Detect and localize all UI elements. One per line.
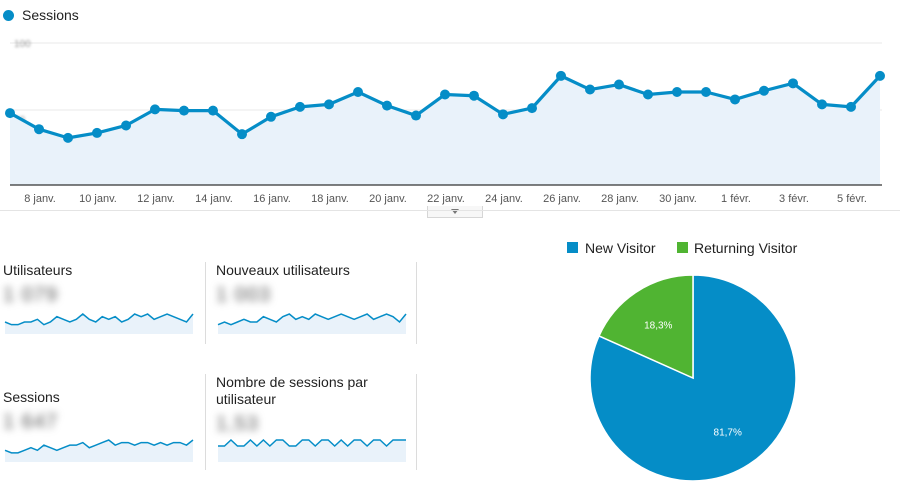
sparkline-new-users [217,313,407,334]
data-point[interactable] [643,89,653,100]
data-point[interactable] [730,94,740,105]
data-point[interactable] [672,87,682,97]
data-point[interactable] [556,70,566,81]
sparkline-line [4,439,194,454]
x-tick-label: 10 janv. [79,193,117,205]
sessions-line-chart: 100 50 8 janv. 10 janv. 12 janv. 14 janv… [5,39,885,205]
x-tick-label: 22 janv. [427,193,465,205]
x-tick-label: 28 janv. [601,193,639,205]
data-point[interactable] [150,104,160,115]
x-tick-label: 3 févr. [779,193,809,205]
data-point[interactable] [411,110,421,121]
metric-value-sessions-per-user: 1,53 [216,413,259,435]
new-visitor-swatch [567,242,578,253]
x-tick-label: 20 janv. [369,193,407,205]
pie-legend-returning-visitor[interactable]: Returning Visitor [694,240,798,256]
metric-divider [416,262,417,344]
data-point[interactable] [440,89,450,100]
data-point[interactable] [469,90,479,101]
sparkline-area [218,314,406,334]
data-point[interactable] [295,101,305,112]
x-tick-label: 1 févr. [721,193,751,205]
x-tick-label: 30 janv. [659,193,697,205]
chart-collapse-toggle[interactable] [427,206,483,218]
data-point[interactable] [121,120,131,131]
chevron-down-icon [451,209,459,214]
data-point[interactable] [527,103,537,114]
x-tick-label: 26 janv. [543,193,581,205]
x-tick-label: 24 janv. [485,193,523,205]
data-point[interactable] [34,124,44,135]
sparkline-line [218,438,406,448]
pie-label-returning-visitor: 18,3% [644,320,672,331]
sessions-points [5,70,885,143]
data-point[interactable] [353,87,363,97]
sparkline-users [4,313,194,334]
x-tick-label: 8 janv. [24,193,56,205]
metric-divider [416,374,417,470]
data-point[interactable] [701,87,711,97]
metric-title-sessions[interactable]: Sessions [3,389,60,405]
data-point[interactable] [788,78,798,89]
visitor-type-pie-chart: 81,7% 18,3% [589,274,797,482]
sparkline-line [4,313,194,326]
data-point[interactable] [614,79,624,90]
sessions-legend-label[interactable]: Sessions [22,7,79,23]
metric-title-sessions-per-user[interactable]: Nombre de sessions par utilisateur [216,374,368,407]
sparkline-sessions [4,439,194,462]
data-point[interactable] [498,109,508,120]
sparkline-area [5,440,193,462]
sparkline-area [5,314,193,334]
data-point[interactable] [5,108,15,119]
x-tick-label: 5 févr. [837,193,867,205]
data-point[interactable] [63,132,73,143]
sparkline-sessions-per-user [218,438,406,462]
data-point[interactable] [92,127,102,138]
metric-divider [205,262,206,344]
chart-bottom-border [0,210,900,211]
data-point[interactable] [382,100,392,111]
sparkline-line [217,313,407,326]
sparkline-area [218,440,406,462]
x-tick-label: 14 janv. [195,193,233,205]
sessions-legend-dot [3,10,14,21]
data-point[interactable] [179,105,189,116]
y-tick-label: 100 [14,39,31,50]
data-point[interactable] [324,99,334,110]
x-tick-label: 18 janv. [311,193,349,205]
data-point[interactable] [846,101,856,112]
data-point[interactable] [585,84,595,95]
data-point[interactable] [266,111,276,122]
pie-label-new-visitor: 81,7% [714,428,742,439]
pie-legend-new-visitor[interactable]: New Visitor [585,240,656,256]
pie-slice-new-visitor[interactable] [589,274,797,482]
data-point[interactable] [759,85,769,96]
data-point[interactable] [208,105,218,116]
metric-divider [205,374,206,470]
x-tick-label: 12 janv. [137,193,175,205]
metric-title-users[interactable]: Utilisateurs [3,262,73,278]
x-tick-label: 16 janv. [253,193,291,205]
metric-value-new-users: 1 003 [216,284,272,306]
data-point[interactable] [875,70,885,81]
data-point[interactable] [817,99,827,110]
data-point[interactable] [237,129,247,140]
metric-value-users: 1 079 [3,284,59,306]
returning-visitor-swatch [677,242,688,253]
metric-title-new-users[interactable]: Nouveaux utilisateurs [216,262,350,278]
pie-slice-returning-visitor[interactable] [598,274,694,380]
metric-value-sessions: 1 647 [3,411,59,433]
sessions-area [10,75,880,185]
